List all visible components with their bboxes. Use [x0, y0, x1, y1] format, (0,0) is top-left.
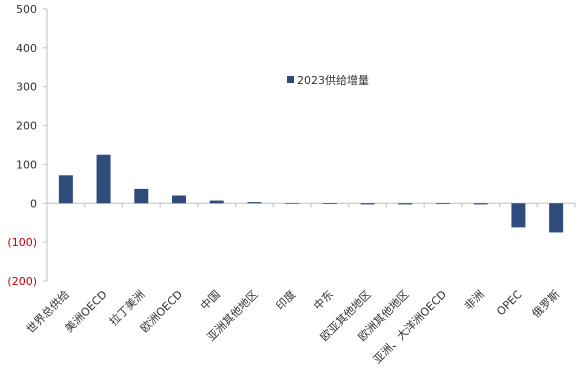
y-tick-label: (200)	[7, 275, 37, 288]
x-category-label: 印度	[273, 287, 298, 312]
bar	[209, 200, 224, 204]
bars	[58, 154, 564, 233]
bar	[473, 203, 488, 205]
y-tick-label: 300	[16, 81, 37, 94]
x-category-label: 非洲	[462, 288, 487, 313]
y-tick-label: 500	[16, 3, 37, 16]
axes	[46, 9, 575, 281]
x-category-label: 亚洲、大洋洲OECD	[370, 287, 449, 366]
x-category-label: 中东	[311, 288, 336, 313]
bar	[172, 195, 186, 204]
bar	[247, 202, 262, 204]
bar	[360, 203, 375, 205]
bar	[511, 203, 526, 228]
bar	[285, 203, 300, 204]
legend: 2023供给增量	[287, 73, 369, 87]
y-tick-label: (100)	[7, 236, 37, 249]
bar	[134, 188, 149, 204]
bar	[549, 203, 564, 233]
bar	[58, 175, 73, 204]
bar	[322, 203, 337, 205]
legend-swatch	[287, 76, 294, 83]
y-tick-label: 100	[16, 158, 37, 171]
y-axis-ticks: 500 400 300 200 100 0 (100) (200)	[7, 3, 47, 288]
legend-label: 2023供给增量	[297, 73, 369, 87]
x-category-label: 中国	[198, 288, 223, 313]
y-tick-label: 400	[16, 42, 37, 55]
bar	[96, 154, 111, 204]
x-category-label: 俄罗斯	[530, 288, 563, 321]
bar	[398, 203, 413, 205]
y-tick-label: 200	[16, 120, 37, 133]
bar	[436, 203, 450, 205]
x-category-label: OPEC	[494, 288, 525, 319]
y-tick-label: 0	[30, 197, 37, 210]
